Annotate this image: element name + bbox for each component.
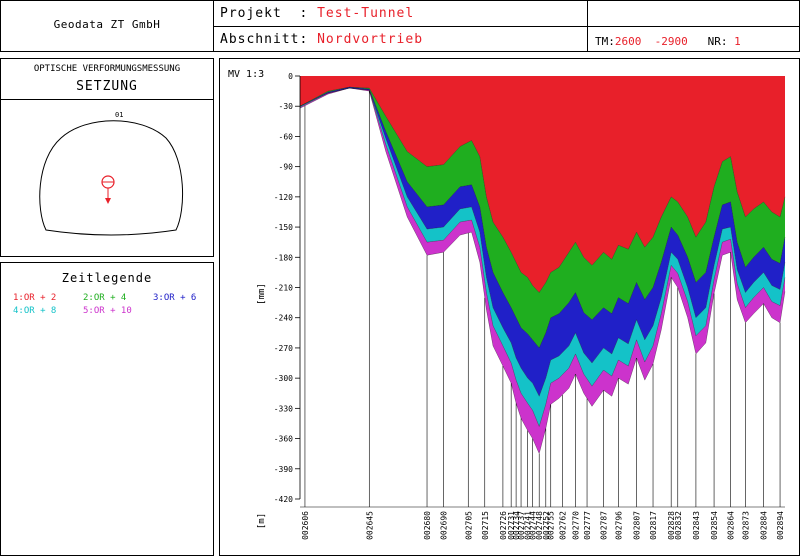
station-label: 002777 [583, 511, 592, 540]
legend-item-1: 1:OR + 2 [13, 293, 57, 303]
station-label: 002762 [558, 511, 567, 540]
legend-title: Zeitlegende [61, 271, 153, 285]
series-line-3 [299, 87, 786, 397]
station-label: 002828 [667, 511, 676, 540]
tunnel-profile-drawing: 01 [39, 111, 183, 236]
y-tick-label: -360 [274, 435, 293, 444]
nr-label: NR: [707, 35, 728, 48]
series-band-2 [300, 87, 785, 348]
station-label: 002726 [499, 511, 508, 540]
y-tick-label: -120 [274, 193, 293, 202]
tm-from: 2600 [614, 35, 642, 48]
tunnel-outline [39, 120, 183, 236]
measurement-title-big: SETZUNG [76, 79, 138, 94]
station-label: 002796 [614, 511, 623, 540]
station-label: 002817 [649, 511, 658, 540]
header-divider-v [587, 0, 588, 52]
y-tick-label: -270 [274, 344, 293, 353]
company-box: Geodata ZT GmbH [0, 0, 214, 52]
y-tick-label: -150 [274, 223, 293, 232]
tm-row: TM:2600 -2900 NR: 1 [595, 35, 741, 48]
station-label: 002645 [365, 511, 374, 540]
tm-to: -2900 [654, 35, 688, 48]
legend-item-3: 3:OR + 6 [153, 293, 197, 303]
abschnitt-label: Abschnitt: [220, 32, 309, 47]
tunnel-section-box: 01 [0, 99, 214, 257]
abschnitt-row: Abschnitt: Nordvortrieb [220, 32, 423, 47]
station-label: 002744 [529, 511, 538, 540]
station-label: 002884 [760, 511, 769, 540]
station-label: 002752 [542, 511, 551, 540]
station-label: 002787 [600, 511, 609, 540]
y-tick-label: -210 [274, 284, 293, 293]
projekt-value: Test-Tunnel [317, 6, 415, 21]
station-label: 002741 [524, 511, 533, 540]
station-label: 002843 [692, 511, 701, 540]
station-label: 002737 [517, 511, 526, 540]
tm-label: TM: [595, 35, 615, 48]
y-tick-label: -180 [274, 253, 293, 262]
y-tick-label: -420 [274, 495, 293, 504]
station-label: 002705 [464, 511, 473, 540]
station-label: 002873 [741, 511, 750, 540]
y-tick-label: -90 [279, 163, 294, 172]
station-label: 002606 [301, 511, 310, 540]
y-tick-label: -390 [274, 465, 293, 474]
series-band-1 [300, 76, 785, 293]
nr-value: 1 [734, 35, 741, 48]
header-divider-h [213, 26, 800, 27]
station-label: 002864 [727, 511, 736, 540]
measurement-title-small: OPTISCHE VERFORMUNGSMESSUNG [33, 64, 181, 74]
measurement-title-box: OPTISCHE VERFORMUNGSMESSUNG SETZUNG [0, 58, 214, 100]
y-tick-label: 0 [288, 72, 293, 81]
station-label: 002770 [571, 511, 580, 540]
station-label: 002690 [440, 511, 449, 540]
projekt-row: Projekt : Test-Tunnel [220, 6, 415, 21]
scale-label: MV 1:3 [228, 69, 264, 80]
projekt-label: Projekt [220, 6, 282, 21]
y-axis-label: [mm] [257, 283, 267, 305]
y-tick-label: -330 [274, 404, 293, 413]
legend-item-5: 5:OR + 10 [83, 306, 132, 316]
series-line-2 [299, 86, 786, 349]
y-tick-label: -60 [279, 132, 294, 141]
station-label: 002748 [535, 511, 544, 540]
station-label: 002715 [481, 511, 490, 540]
series-line-1 [299, 86, 786, 293]
station-label: 002734 [512, 511, 521, 540]
station-label: 002755 [547, 511, 556, 540]
station-label: 002854 [710, 511, 719, 540]
series-line-4 [299, 87, 786, 428]
company-name: Geodata ZT GmbH [53, 18, 161, 31]
y-tick-label: -30 [279, 102, 294, 111]
time-legend-box: Zeitlegende 1:OR + 2 2:OR + 4 3:OR + 6 4… [0, 262, 214, 556]
station-label: 002832 [674, 511, 683, 540]
station-label: 002807 [633, 511, 642, 540]
abschnitt-value: Nordvortrieb [317, 32, 424, 47]
station-label: 002731 [507, 511, 516, 540]
series-line-5 [299, 87, 786, 455]
y-tick-label: -300 [274, 374, 293, 383]
settlement-chart: MV 1:3 0 -30 -60 -90 -120 -150 -180 -210 -240 -27… [228, 69, 786, 540]
station-label: 002894 [776, 511, 785, 540]
point-label: 01 [115, 111, 123, 119]
x-axis-label: [m] [257, 513, 267, 529]
chart-box: MV 1:3 0 -30 -60 -90 -120 -150 -180 -210 -240 -27… [219, 58, 800, 556]
legend-item-4: 4:OR + 8 [13, 306, 57, 316]
settlement-arrow-icon [105, 198, 111, 204]
station-label: 002680 [423, 511, 432, 540]
y-tick-label: -240 [274, 314, 293, 323]
legend-item-2: 2:OR + 4 [83, 293, 127, 303]
